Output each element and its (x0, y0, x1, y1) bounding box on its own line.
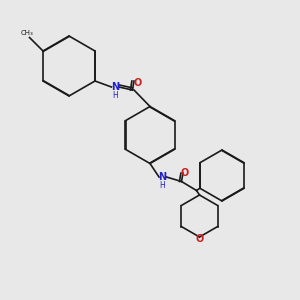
Text: CH₃: CH₃ (20, 30, 33, 36)
Text: O: O (181, 168, 189, 178)
Text: N: N (111, 82, 119, 92)
Text: N: N (158, 172, 167, 182)
Text: H: H (160, 181, 166, 190)
Text: O: O (134, 77, 142, 88)
Text: H: H (112, 91, 118, 100)
Text: O: O (195, 233, 204, 244)
